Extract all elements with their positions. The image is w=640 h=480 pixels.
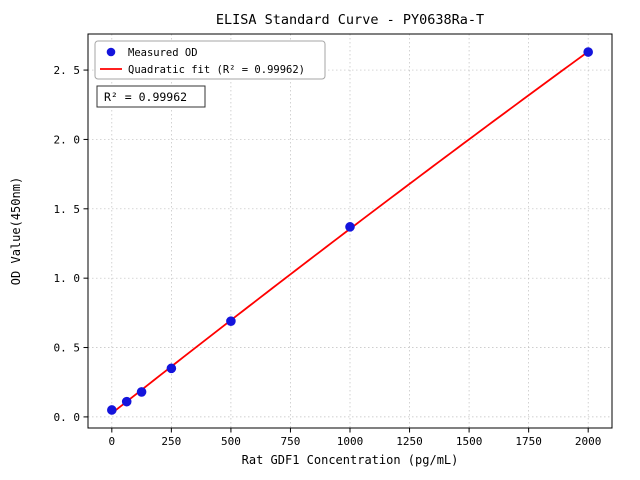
r-squared-box	[96, 85, 206, 108]
legend-label-quadratic-fit: Quadratic fit (R² = 0.99962)	[128, 64, 305, 76]
x-tick-label: 1000	[337, 435, 364, 448]
y-tick-label: 2. 5	[54, 64, 81, 77]
y-axis-label: OD Value(450nm)	[9, 177, 23, 285]
legend-box	[94, 40, 326, 80]
chart-title: ELISA Standard Curve - PY0638Ra-T	[216, 12, 484, 28]
data-series	[107, 47, 593, 415]
measured-od-point	[226, 316, 236, 326]
x-tick-label: 0	[109, 435, 116, 448]
measured-od-point	[345, 222, 355, 232]
y-tick-label: 1. 5	[54, 203, 81, 216]
grid-lines	[88, 34, 612, 428]
x-axis-label: Rat GDF1 Concentration (pg/mL)	[242, 453, 459, 467]
x-tick-label: 250	[161, 435, 181, 448]
y-tick-label: 0. 5	[54, 342, 81, 355]
axis-ticks: 0 250 500 750 1000 1250 1500 1750 2000 0. 0 0. 5 1.…	[54, 64, 602, 448]
x-tick-label: 1500	[456, 435, 483, 448]
r-squared-annotation: R² = 0.99962	[96, 85, 206, 108]
legend: Measured OD Quadratic fit (R² = 0.99962)	[94, 40, 326, 80]
y-tick-label: 2. 0	[54, 133, 81, 146]
x-tick-label: 500	[221, 435, 241, 448]
x-tick-label: 2000	[575, 435, 602, 448]
x-tick-label: 750	[281, 435, 301, 448]
legend-label-measured-od: Measured OD	[128, 47, 198, 59]
measured-od-point	[121, 396, 132, 407]
r-squared-text: R² = 0.99962	[104, 90, 187, 104]
x-tick-label: 1750	[515, 435, 542, 448]
measured-od-point	[583, 47, 593, 57]
y-tick-label: 1. 0	[54, 272, 81, 285]
measured-od-point	[166, 363, 177, 374]
y-tick-label: 0. 0	[54, 411, 81, 424]
measured-od-point	[136, 387, 147, 397]
x-tick-label: 1250	[396, 435, 423, 448]
legend-marker-measured-od	[106, 47, 116, 57]
measured-od-point	[107, 405, 117, 415]
